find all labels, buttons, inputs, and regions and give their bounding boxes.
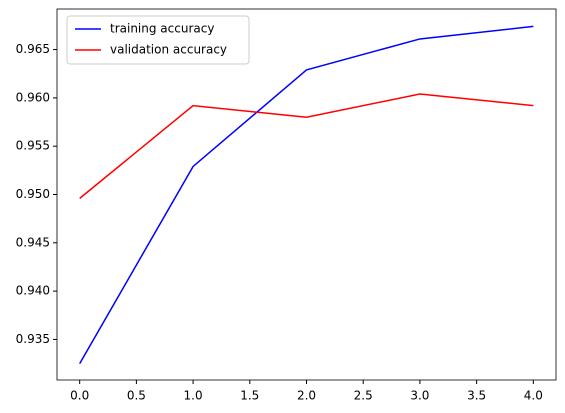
plot-frame	[56, 8, 557, 381]
x-tick-label: 4.0	[524, 389, 543, 403]
y-tick-label: 0.955	[16, 139, 50, 153]
x-tick-label: 2.0	[297, 389, 316, 403]
legend-box	[66, 15, 250, 65]
x-tick-label: 0.5	[127, 389, 146, 403]
x-tick-label: 3.5	[467, 389, 486, 403]
y-tick-label: 0.945	[16, 235, 50, 249]
x-tick-label: 0.0	[70, 389, 89, 403]
x-tick-label: 1.0	[184, 389, 203, 403]
y-tick-label: 0.935	[16, 332, 50, 346]
series-line	[79, 25, 534, 364]
x-tick-label: 3.0	[410, 389, 429, 403]
legend-label: validation accuracy	[110, 43, 227, 57]
x-tick-label: 1.5	[240, 389, 259, 403]
y-tick-label: 0.960	[16, 90, 50, 104]
y-tick-label: 0.965	[16, 42, 50, 56]
legend-label: training accuracy	[110, 22, 214, 36]
series-line	[79, 93, 534, 199]
y-tick-label: 0.950	[16, 187, 50, 201]
y-tick-label: 0.940	[16, 284, 50, 298]
x-tick-label: 2.5	[354, 389, 373, 403]
